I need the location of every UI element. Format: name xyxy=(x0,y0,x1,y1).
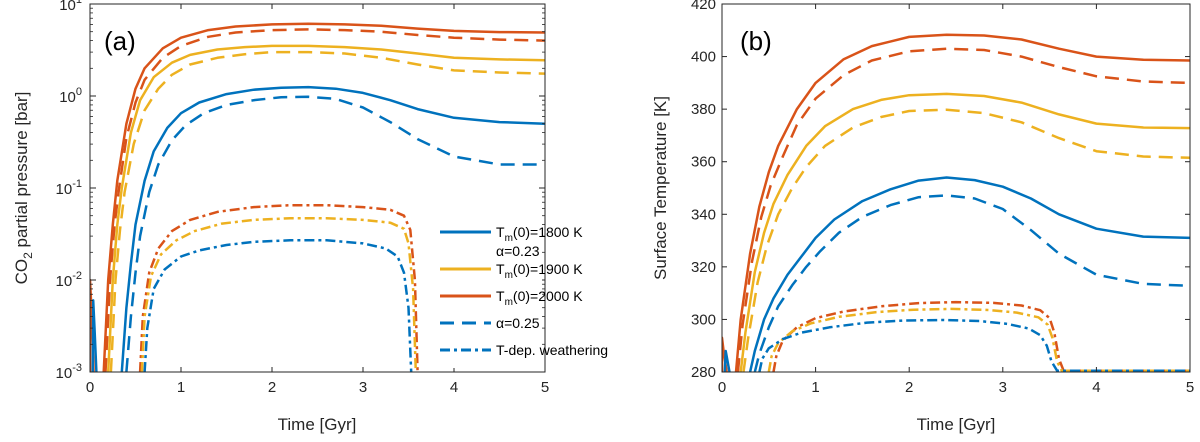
y-tick-label: 10-2 xyxy=(56,270,82,290)
x-tick-label: 4 xyxy=(450,379,458,396)
y-axis-label-a-suffix: partial pressure [bar] xyxy=(12,92,31,253)
legend-text-2000k: Tm(0)=2000 K xyxy=(496,288,583,308)
series-line-b-0 xyxy=(734,33,1190,372)
legend-entry-alpha-025: α=0.25 xyxy=(440,315,540,331)
series-line-a-0 xyxy=(102,22,545,372)
series-line-b-8 xyxy=(758,318,1190,372)
plot-frame-b xyxy=(721,3,1191,373)
series-group-b xyxy=(722,33,1190,372)
x-tick-label: 0 xyxy=(718,379,726,396)
axis-ticks-a: 0 1 2 3 4 5 10-3 10-2 10-1 100 101 xyxy=(56,0,550,396)
series-line-a-10 xyxy=(91,299,98,372)
legend-entry-2000k: Tm(0)=2000 K xyxy=(440,288,583,308)
y-tick-label: 101 xyxy=(59,0,82,14)
series-line-b-10 xyxy=(723,349,731,372)
legend-entry-weathering: T-dep. weathering xyxy=(440,342,608,358)
y-tick-label: 100 xyxy=(59,86,82,106)
y-axis-label-a-prefix: CO xyxy=(12,259,31,285)
y-tick-label: 400 xyxy=(691,49,716,66)
y-tick-label: 10-3 xyxy=(56,362,82,382)
series-line-b-7 xyxy=(767,307,1190,372)
series-group-a xyxy=(90,22,545,372)
y-axis-label-b: Surface Temperature [K] xyxy=(651,96,670,280)
series-line-a-2 xyxy=(106,44,545,372)
y-tick-label: 380 xyxy=(691,101,716,118)
series-line-a-4 xyxy=(120,85,545,372)
x-tick-label: 4 xyxy=(1092,379,1100,396)
x-axis-label-b: Time [Gyr] xyxy=(917,415,996,434)
panel-label-b: (b) xyxy=(740,26,772,56)
x-tick-label: 2 xyxy=(268,379,276,396)
y-tick-label: 280 xyxy=(691,364,716,381)
series-line-b-2 xyxy=(739,92,1190,372)
y-tick-label: 360 xyxy=(691,154,716,171)
legend-text-alpha-023: α=0.23 xyxy=(496,243,540,259)
y-tick-label: 320 xyxy=(691,259,716,276)
y-tick-label: 420 xyxy=(691,0,716,13)
x-tick-label: 1 xyxy=(811,379,819,396)
legend-entry-1900k: Tm(0)=1900 K xyxy=(440,261,583,281)
x-tick-label: 1 xyxy=(177,379,185,396)
x-axis-label-a: Time [Gyr] xyxy=(278,415,357,434)
chart-panel-b: 0 1 2 3 4 5 280 300 320 340 360 380 400 420 (b) Time … xyxy=(651,0,1194,434)
y-axis-label-a: CO2 partial pressure [bar] xyxy=(12,92,35,285)
x-tick-label: 3 xyxy=(999,379,1007,396)
legend-entry-1800k: Tm(0)=1800 K α=0.23 xyxy=(440,224,583,259)
y-axis-label-a-sub: 2 xyxy=(21,252,35,259)
legend-box xyxy=(434,216,542,368)
series-line-b-3 xyxy=(742,108,1190,372)
y-tick-label: 300 xyxy=(691,311,716,328)
legend-text-1800k: Tm(0)=1800 K xyxy=(496,224,583,244)
y-tick-label: 10-1 xyxy=(56,178,82,198)
legend-text-weathering: T-dep. weathering xyxy=(496,342,608,358)
x-tick-label: 0 xyxy=(86,379,94,396)
x-tick-label: 5 xyxy=(1186,379,1194,396)
y-tick-label: 340 xyxy=(691,206,716,223)
legend: Tm(0)=1800 K α=0.23 Tm(0)=1900 K Tm(0)=2… xyxy=(434,216,608,368)
series-line-a-7 xyxy=(140,216,418,372)
panel-label-a: (a) xyxy=(104,26,136,56)
series-line-a-1 xyxy=(104,28,545,372)
series-line-a-6 xyxy=(138,203,419,372)
series-line-b-4 xyxy=(748,176,1190,372)
legend-text-alpha-025: α=0.25 xyxy=(496,315,540,331)
series-line-a-8 xyxy=(143,239,413,372)
series-line-b-1 xyxy=(736,47,1190,372)
series-line-b-5 xyxy=(753,194,1190,372)
series-line-a-3 xyxy=(109,50,545,372)
x-tick-label: 2 xyxy=(905,379,913,396)
series-line-a-5 xyxy=(125,95,545,372)
legend-text-1900k: Tm(0)=1900 K xyxy=(496,261,583,281)
x-tick-label: 3 xyxy=(359,379,367,396)
x-tick-label: 5 xyxy=(541,379,549,396)
axis-ticks-b: 0 1 2 3 4 5 280 300 320 340 360 380 400 420 xyxy=(691,0,1194,396)
